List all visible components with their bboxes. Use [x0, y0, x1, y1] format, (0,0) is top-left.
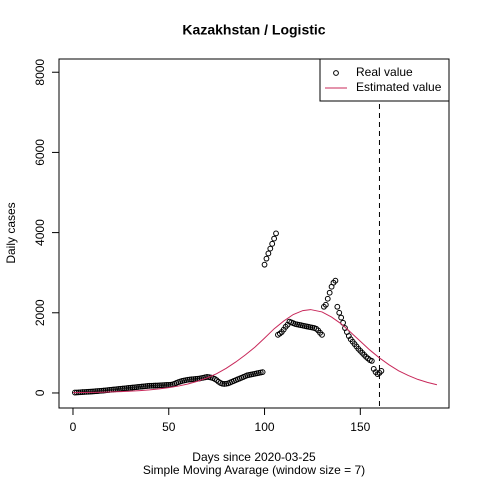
data-point	[144, 383, 151, 389]
y-tick-label: 8000	[33, 59, 47, 86]
chart-title: Kazakhstan / Logistic	[182, 22, 325, 38]
y-tick-label: 6000	[33, 139, 47, 166]
y-tick-label: 0	[33, 389, 47, 396]
data-point	[121, 385, 128, 392]
legend-marker	[333, 70, 339, 76]
x-tick-label: 50	[162, 420, 176, 434]
data-point	[93, 388, 99, 395]
data-point	[322, 301, 329, 308]
y-tick-label: 2000	[33, 299, 47, 326]
data-point	[190, 376, 197, 383]
data-point	[219, 380, 226, 387]
data-point	[273, 230, 279, 237]
x-axis-label: Days since 2020-03-25	[192, 450, 316, 464]
data-point	[154, 382, 161, 389]
data-point	[156, 382, 163, 389]
data-point	[102, 387, 109, 394]
data-point	[261, 261, 268, 268]
data-point	[319, 331, 325, 338]
data-point	[162, 382, 168, 388]
data-point	[119, 385, 126, 392]
data-point	[188, 376, 195, 383]
data-point	[85, 388, 92, 395]
data-point	[100, 387, 107, 394]
data-point	[263, 255, 270, 262]
data-point	[163, 382, 170, 388]
data-point	[87, 388, 94, 395]
data-point	[140, 383, 147, 390]
data-point	[326, 289, 333, 296]
data-point	[267, 245, 274, 252]
data-point	[338, 314, 345, 321]
x-tick-label: 150	[350, 420, 370, 434]
data-point	[332, 277, 339, 284]
data-point	[158, 382, 164, 389]
legend-label: Estimated value	[356, 80, 442, 94]
data-point	[135, 384, 142, 390]
data-point	[131, 384, 138, 391]
data-point	[125, 385, 132, 391]
data-point	[142, 383, 149, 390]
legend-box	[319, 58, 450, 102]
data-point	[129, 384, 136, 391]
data-point	[96, 387, 103, 394]
data-point	[104, 387, 111, 394]
data-point	[133, 384, 140, 391]
estimate-line	[72, 309, 438, 394]
data-point	[94, 388, 101, 394]
data-point	[150, 382, 157, 389]
data-point	[139, 383, 145, 390]
x-tick-label: 0	[70, 420, 77, 434]
data-point	[324, 295, 331, 302]
legend-label: Real value	[356, 65, 413, 79]
data-point	[185, 376, 191, 383]
data-point	[378, 368, 385, 374]
x-tick-label: 100	[255, 420, 275, 434]
data-point	[127, 384, 134, 391]
data-point	[221, 381, 228, 387]
data-point	[123, 385, 130, 392]
data-point	[186, 376, 193, 383]
data-point	[148, 382, 155, 389]
subtitle: Simple Moving Avarage (window size = 7)	[143, 463, 365, 477]
y-tick-label: 4000	[33, 219, 47, 246]
data-point	[259, 369, 266, 376]
data-point	[91, 388, 97, 395]
data-point	[269, 240, 276, 247]
data-point	[98, 387, 105, 394]
data-point	[89, 388, 96, 395]
data-point	[146, 382, 153, 389]
data-point	[368, 357, 375, 364]
data-point	[160, 382, 166, 389]
data-point	[83, 388, 90, 395]
data-point	[334, 303, 341, 310]
data-point	[152, 382, 159, 389]
data-point	[137, 383, 143, 390]
data-point	[336, 309, 343, 316]
y-axis-label: Daily cases	[4, 202, 18, 263]
data-point	[265, 250, 272, 257]
plot-frame	[58, 58, 450, 409]
data-point	[271, 235, 278, 242]
